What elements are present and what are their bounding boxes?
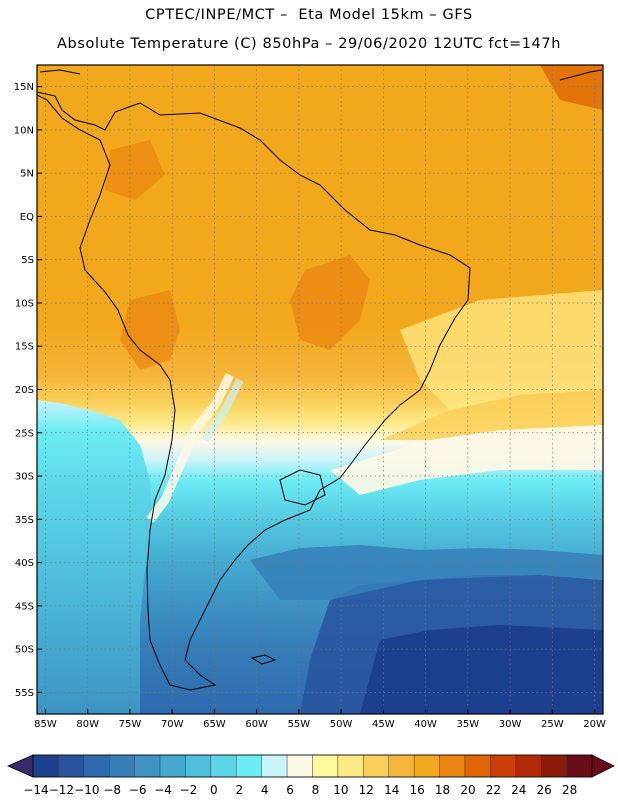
colorbar-label: 20 [460, 783, 475, 797]
lat-label: 25S [15, 428, 34, 439]
lat-lon-grid [37, 65, 603, 714]
colorbar-label: −6 [129, 783, 147, 797]
lon-label: 60W [245, 719, 268, 730]
colorbar-label: 26 [537, 783, 552, 797]
colorbar-label: 10 [333, 783, 348, 797]
colorbar-swatch [32, 754, 59, 778]
colorbar-label: 14 [384, 783, 399, 797]
lon-label: 65W [203, 719, 226, 730]
lat-label: 35S [15, 515, 34, 526]
lon-label: 50W [330, 719, 353, 730]
lat-label: 5S [21, 255, 34, 266]
lon-label: 35W [457, 719, 480, 730]
colorbar-swatch [464, 754, 491, 778]
lat-label: 55S [15, 688, 34, 699]
lat-label: 10S [15, 298, 34, 309]
colorbar-label: 24 [511, 783, 526, 797]
colorbar-swatch [540, 754, 567, 778]
colorbar-label: −14 [23, 783, 48, 797]
colorbar-label: 12 [359, 783, 374, 797]
colorbar-label: 0 [210, 783, 218, 797]
lon-label: 85W [34, 719, 57, 730]
lat-label: 15S [15, 342, 34, 353]
colorbar-swatch [58, 754, 85, 778]
colorbar-swatch [515, 754, 542, 778]
colorbar-swatch [134, 754, 161, 778]
colorbar-swatch [363, 754, 389, 778]
colorbar: −14 −12 −10 −8 −6 −4 −2 0 2 4 6 8 10 12 14 16 18 20 22 24 26… [7, 754, 615, 797]
colorbar-swatch [388, 754, 415, 778]
lat-label: 30S [15, 472, 34, 483]
colorbar-frame [32, 754, 593, 778]
colorbar-swatch [109, 754, 135, 778]
colorbar-label: −10 [74, 783, 99, 797]
colorbar-swatch [236, 754, 262, 778]
coastline [37, 69, 603, 691]
lon-label: 80W [76, 719, 99, 730]
colorbar-swatch [566, 754, 593, 778]
longitude-axis: 85W 80W 75W 70W 65W 60W 55W 50W 45W 40W 35W 30W 25W 2… [34, 709, 606, 730]
colorbar-label: 8 [312, 783, 320, 797]
colorbar-swatch [159, 754, 186, 778]
colorbar-label: 22 [486, 783, 501, 797]
colorbar-label: 28 [562, 783, 577, 797]
lon-label: 45W [372, 719, 395, 730]
colorbar-swatch [83, 754, 110, 778]
colorbar-label: −4 [154, 783, 172, 797]
lon-label: 75W [119, 719, 142, 730]
latitude-axis: 15N 10N 5N EQ 5S 10S 15S 20S 25S 30S 35S 40S 45S 50S 5… [14, 82, 42, 699]
colorbar-swatch [286, 754, 313, 778]
colorbar-label: 18 [435, 783, 450, 797]
title-line-1: CPTEC/INPE/MCT – Eta Model 15km – GFS [145, 7, 473, 23]
lat-label: 20S [15, 385, 34, 396]
colorbar-label: −2 [180, 783, 198, 797]
lon-label: 40W [414, 719, 437, 730]
lat-label: 40S [15, 558, 34, 569]
temperature-field [37, 65, 603, 714]
colorbar-label: 2 [235, 783, 243, 797]
lon-label: 20W [583, 719, 606, 730]
colorbar-swatch [413, 754, 440, 778]
lon-label: 25W [541, 719, 564, 730]
colorbar-swatch [490, 754, 516, 778]
colorbar-label: −8 [103, 783, 121, 797]
lon-label: 70W [161, 719, 184, 730]
colorbar-label: 16 [409, 783, 424, 797]
colorbar-label: −12 [49, 783, 74, 797]
lat-label: 10N [14, 125, 34, 136]
colorbar-label: 6 [286, 783, 294, 797]
lat-label: 45S [15, 601, 34, 612]
colorbar-swatch [439, 754, 466, 778]
colorbar-swatch [261, 754, 288, 778]
lat-label: 50S [15, 645, 34, 656]
colorbar-under-arrow [7, 754, 34, 778]
lon-label: 30W [499, 719, 522, 730]
colorbar-swatch [185, 754, 212, 778]
lon-label: 55W [288, 719, 311, 730]
colorbar-swatch [337, 754, 364, 778]
lat-label: EQ [20, 212, 34, 223]
lat-label: 5N [20, 169, 34, 180]
colorbar-over-arrow [591, 754, 615, 778]
colorbar-swatch [210, 754, 237, 778]
colorbar-label: 4 [261, 783, 269, 797]
lat-label: 15N [14, 82, 34, 93]
colorbar-swatch [312, 754, 339, 778]
title-line-2: Absolute Temperature (C) 850hPa – 29/06/… [57, 36, 561, 52]
